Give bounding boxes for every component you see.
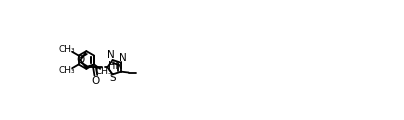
Text: N: N bbox=[107, 50, 114, 60]
Text: O: O bbox=[76, 55, 84, 65]
Text: CH₃: CH₃ bbox=[96, 67, 112, 76]
Text: CH₃: CH₃ bbox=[59, 45, 75, 54]
Text: HN: HN bbox=[108, 61, 123, 71]
Text: O: O bbox=[92, 76, 100, 86]
Text: N: N bbox=[119, 53, 127, 63]
Text: CH₃: CH₃ bbox=[59, 66, 75, 75]
Text: S: S bbox=[109, 73, 116, 83]
